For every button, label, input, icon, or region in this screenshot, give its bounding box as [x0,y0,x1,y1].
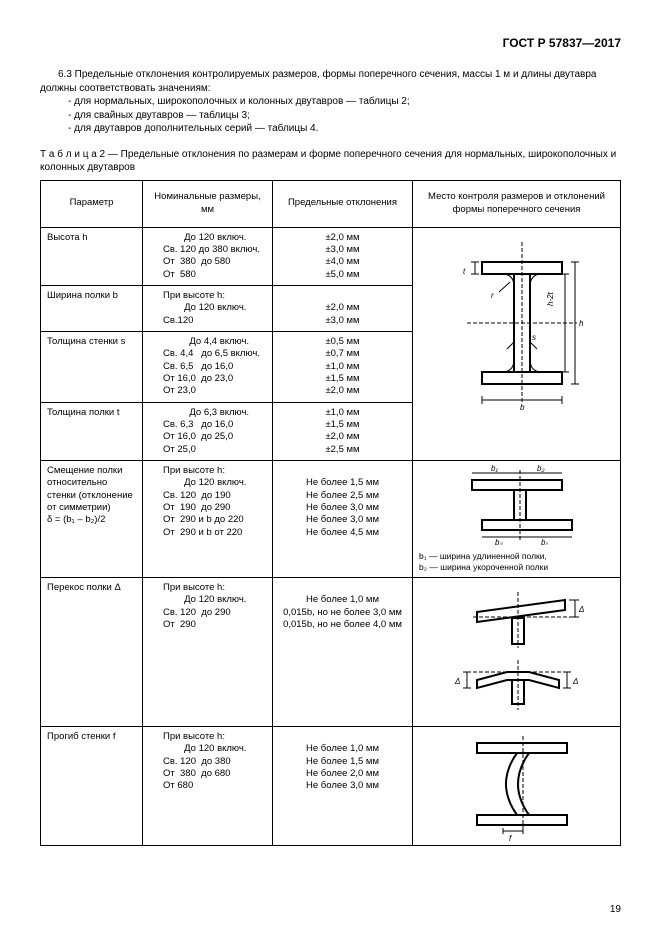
intro-para: 6.3 Предельные отклонения контролируемых… [40,68,621,95]
svg-text:s: s [532,333,536,342]
diagram-ibeam: h h-2t b t s [413,227,621,461]
cell-param: Высота h [41,227,143,285]
intro-bullet: для нормальных, широкополочных и колонны… [68,95,621,109]
cell-sizes: При высоте h: До 120 включ. Св. 120 до 2… [143,578,273,727]
cell-dev: Не более 1,5 мм Не более 2,5 мм Не более… [273,461,413,578]
cell-param: Перекос полки Δ [41,578,143,727]
page-number: 19 [610,904,621,915]
diagram-offset: b₁ b₂ b₂ b₁ b₁ — ширина удлиненной полки… [413,461,621,578]
table-row: Прогиб стенки f При высоте h: До 120 вкл… [41,727,621,846]
table-row: Высота h До 120 включ. Св. 120 до 380 вк… [41,227,621,285]
svg-text:r: r [491,291,494,300]
col-header-dev: Предельные отклонения [273,180,413,227]
svg-text:f: f [509,834,512,841]
cell-sizes: При высоте h: До 120 включ. Св. 120 до 3… [143,727,273,846]
intro-text: 6.3 Предельные отклонения контролируемых… [40,68,621,136]
diagram-bow: f [413,727,621,846]
svg-text:t: t [463,267,466,276]
svg-text:h: h [579,319,584,328]
cell-param: Толщина полки t [41,402,143,460]
svg-text:b: b [520,403,525,412]
cell-dev: ±1,0 мм ±1,5 мм ±2,0 мм ±2,5 мм [273,402,413,460]
cell-param: Толщина стенки s [41,331,143,402]
col-header-param: Параметр [41,180,143,227]
cell-dev: ±0,5 мм ±0,7 мм ±1,0 мм ±1,5 мм ±2,0 мм [273,331,413,402]
svg-text:b₂: b₂ [537,465,545,473]
intro-bullet: для двутавров дополнительных серий — таб… [68,122,621,136]
cell-sizes: До 6,3 включ. Св. 6,3 до 16,0 От 16,0 до… [143,402,273,460]
cell-dev: Не более 1,0 мм Не более 1,5 мм Не более… [273,727,413,846]
cell-sizes: При высоте h: До 120 включ. Св. 120 до 1… [143,461,273,578]
cell-dev: ±2,0 мм ±3,0 мм ±4,0 мм ±5,0 мм [273,227,413,285]
cell-param: Прогиб стенки f [41,727,143,846]
cell-sizes: До 120 включ. Св. 120 до 380 включ. От 3… [143,227,273,285]
cell-param: Ширина полки b [41,285,143,331]
svg-text:Δ: Δ [578,605,584,614]
col-header-diag: Место контроля размеров и отклонений фор… [413,180,621,227]
col-header-sizes: Номинальные размеры, мм [143,180,273,227]
diagram-tilt: Δ Δ Δ [413,578,621,727]
table-caption: Т а б л и ц а 2 — Предельные отклонения … [40,148,621,174]
cell-dev: Не более 1,0 мм 0,015b, но не более 3,0 … [273,578,413,727]
svg-text:Δ: Δ [454,677,460,686]
cell-sizes: До 4,4 включ. Св. 4,4 до 6,5 включ. Св. … [143,331,273,402]
cell-sizes: При высоте h: До 120 включ. Св.120 [143,285,273,331]
svg-text:h-2t: h-2t [546,291,555,306]
intro-bullet: для свайных двутавров — таблицы 3; [68,109,621,123]
svg-text:b₁: b₁ [541,538,548,545]
svg-text:Δ: Δ [572,677,578,686]
svg-text:b₂: b₂ [495,538,503,545]
cell-param: Смещение полки относительно стенки (откл… [41,461,143,578]
deviations-table: Параметр Номинальные размеры, мм Предель… [40,180,621,847]
table-row: Перекос полки Δ При высоте h: До 120 вкл… [41,578,621,727]
table-row: Смещение полки относительно стенки (откл… [41,461,621,578]
document-id: ГОСТ Р 57837—2017 [40,36,621,50]
cell-dev: ±2,0 мм ±3,0 мм [273,285,413,331]
diagram-note: b₁ — ширина удлиненной полки, b₂ — ширин… [419,551,614,573]
svg-text:b₁: b₁ [491,465,498,473]
